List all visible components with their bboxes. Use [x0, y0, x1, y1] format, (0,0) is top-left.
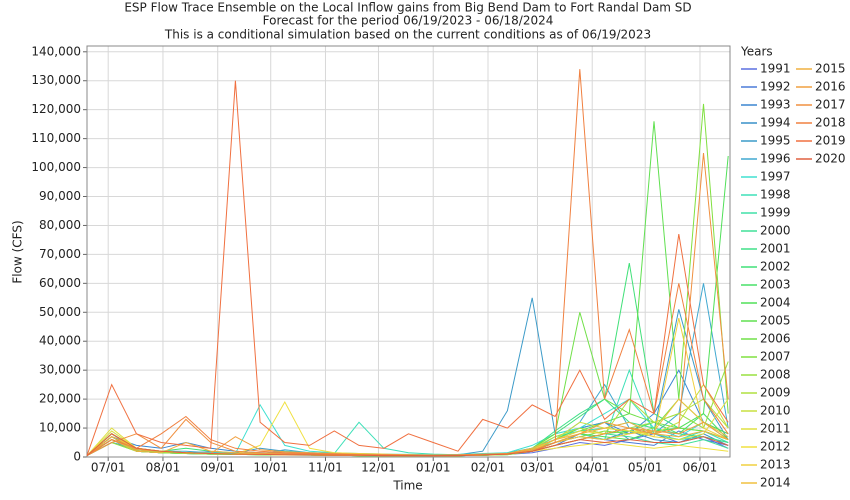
- y-axis-label: Flow (CFS): [11, 220, 25, 283]
- y-tick-label: 100,000: [31, 160, 81, 174]
- legend-label: 2001: [760, 242, 791, 256]
- x-tick-label: 05/01: [628, 461, 663, 475]
- legend-label: 2000: [760, 224, 791, 238]
- y-tick-label: 10,000: [39, 421, 81, 435]
- x-tick-label: 09/01: [200, 461, 235, 475]
- legend-label: 1999: [760, 206, 791, 220]
- y-tick-label: 70,000: [39, 247, 81, 261]
- legend-label: 2007: [760, 350, 791, 364]
- x-tick-label: 03/01: [520, 461, 555, 475]
- legend-label: 2012: [760, 440, 791, 454]
- legend-label: 2005: [760, 314, 791, 328]
- legend-label: 2017: [815, 98, 846, 112]
- legend-label: 2008: [760, 368, 791, 382]
- chart-subtitle: This is a conditional simulation based o…: [164, 28, 651, 42]
- legend-label: 2002: [760, 260, 791, 274]
- x-tick-label: 04/01: [575, 461, 610, 475]
- y-tick-label: 20,000: [39, 392, 81, 406]
- x-tick-label: 02/01: [471, 461, 506, 475]
- legend-label: 2004: [760, 296, 791, 310]
- legend-label: 1994: [760, 116, 791, 130]
- legend-label: 2003: [760, 278, 791, 292]
- plot-frame: [86, 45, 731, 458]
- legend-label: 1992: [760, 80, 791, 94]
- series-line: [86, 80, 729, 456]
- x-tick-label: 11/01: [308, 461, 343, 475]
- legend-label: 2018: [815, 116, 846, 130]
- x-tick-label: 12/01: [361, 461, 396, 475]
- x-tick-label: 01/01: [416, 461, 451, 475]
- y-tick-label: 60,000: [39, 276, 81, 290]
- y-tick-label: 130,000: [31, 73, 81, 87]
- legend-label: 2016: [815, 80, 846, 94]
- y-tick-label: 30,000: [39, 363, 81, 377]
- legend-label: 2020: [815, 152, 846, 166]
- y-tick-label: 50,000: [39, 305, 81, 319]
- legend-label: 2009: [760, 386, 791, 400]
- y-tick-label: 40,000: [39, 334, 81, 348]
- x-tick-label: 07/01: [91, 461, 126, 475]
- x-tick-label: 10/01: [253, 461, 288, 475]
- legend-label: 1993: [760, 98, 791, 112]
- legend-label: 2014: [760, 476, 791, 490]
- y-tick-label: 120,000: [31, 102, 81, 116]
- y-tick-label: 110,000: [31, 131, 81, 145]
- y-tick-label: 90,000: [39, 189, 81, 203]
- legend-label: 1997: [760, 170, 791, 184]
- legend-label: 1996: [760, 152, 791, 166]
- legend-label: 1998: [760, 188, 791, 202]
- x-tick-label: 06/01: [683, 461, 718, 475]
- x-axis-label: Time: [392, 479, 422, 493]
- legend-label: 2013: [760, 458, 791, 472]
- chart-subtitle: Forecast for the period 06/19/2023 - 06/…: [263, 14, 554, 28]
- legend-label: 2006: [760, 332, 791, 346]
- legend-label: 1995: [760, 134, 791, 148]
- legend-label: 1991: [760, 62, 791, 76]
- legend-title: Years: [740, 45, 773, 59]
- legend-label: 2011: [760, 422, 791, 436]
- y-tick-label: 0: [73, 450, 81, 464]
- legend-label: 2015: [815, 62, 846, 76]
- chart-title: ESP Flow Trace Ensemble on the Local Inf…: [124, 1, 691, 15]
- y-tick-label: 140,000: [31, 44, 81, 58]
- legend-label: 2010: [760, 404, 791, 418]
- y-tick-label: 80,000: [39, 218, 81, 232]
- series-line: [86, 433, 729, 457]
- legend-label: 2019: [815, 134, 846, 148]
- x-tick-label: 08/01: [146, 461, 181, 475]
